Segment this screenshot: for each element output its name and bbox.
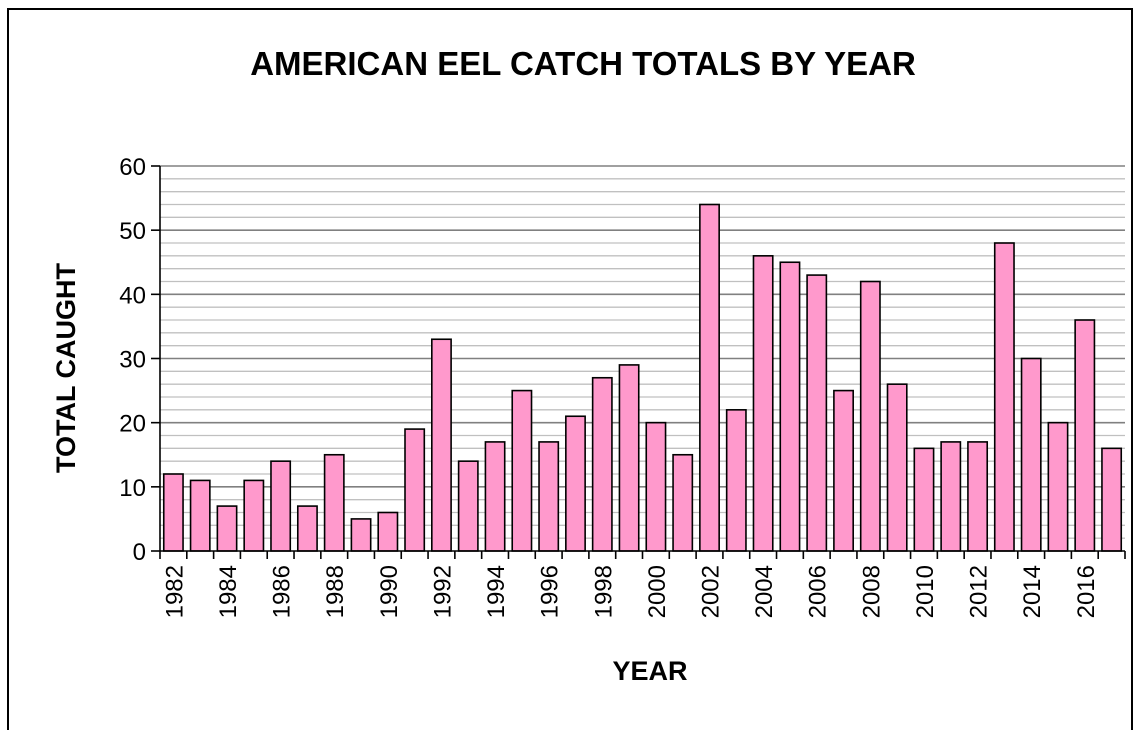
bar-2002 xyxy=(700,205,719,552)
x-tick-label: 1986 xyxy=(269,565,296,618)
bar-1991 xyxy=(405,429,424,551)
bar-1987 xyxy=(298,506,317,551)
bar-2017 xyxy=(1102,448,1121,551)
x-tick-label: 2004 xyxy=(751,565,778,618)
x-tick-label: 1982 xyxy=(161,565,188,618)
x-tick-label: 1998 xyxy=(590,565,617,618)
chart-title: AMERICAN EEL CATCH TOTALS BY YEAR xyxy=(250,45,916,82)
y-tick-label: 10 xyxy=(119,475,146,502)
x-axis-title: YEAR xyxy=(612,656,687,686)
bar-1999 xyxy=(619,365,638,551)
bar-2010 xyxy=(914,448,933,551)
bar-1993 xyxy=(459,461,478,551)
bar-2012 xyxy=(968,442,987,551)
bar-2013 xyxy=(995,243,1014,551)
bar-1982 xyxy=(164,474,183,551)
bar-1985 xyxy=(244,480,263,551)
y-tick-label: 50 xyxy=(119,218,146,245)
x-tick-label: 2014 xyxy=(1019,565,1046,618)
x-tick-label: 1996 xyxy=(537,565,564,618)
x-tick-label: 2012 xyxy=(966,565,993,618)
y-tick-label: 30 xyxy=(119,347,146,374)
bar-1984 xyxy=(217,506,236,551)
bar-1983 xyxy=(191,480,210,551)
bar-2003 xyxy=(727,410,746,551)
bar-1994 xyxy=(485,442,504,551)
y-tick-label: 60 xyxy=(119,154,146,181)
bar-1986 xyxy=(271,461,290,551)
x-tick-labels: 1982 1984 1986 1988 1990 1992 1994 1996 1998 2000… xyxy=(161,565,1099,618)
x-tick-label: 1992 xyxy=(429,565,456,618)
bar-1998 xyxy=(593,378,612,551)
y-tick-label: 0 xyxy=(133,539,146,566)
x-tick-label: 2008 xyxy=(858,565,885,618)
bar-2004 xyxy=(753,256,772,551)
x-tick-label: 2002 xyxy=(698,565,725,618)
bar-2007 xyxy=(834,391,853,551)
y-tick-label: 40 xyxy=(119,282,146,309)
bar-1989 xyxy=(351,519,370,551)
x-tick-label: 1990 xyxy=(376,565,403,618)
bar-2005 xyxy=(780,262,799,551)
bar-1997 xyxy=(566,416,585,551)
y-tick-labels: 0 10 20 30 40 50 60 xyxy=(119,154,146,566)
x-tick-label: 1984 xyxy=(215,565,242,618)
bar-2011 xyxy=(941,442,960,551)
bar-2014 xyxy=(1022,359,1041,552)
bar-1995 xyxy=(512,391,531,551)
bar-1996 xyxy=(539,442,558,551)
x-tick-label: 2006 xyxy=(805,565,832,618)
x-tick-label: 1994 xyxy=(483,565,510,618)
bar-2000 xyxy=(646,423,665,551)
x-tick-label: 2000 xyxy=(644,565,671,618)
x-tick-label: 2010 xyxy=(912,565,939,618)
bar-2015 xyxy=(1048,423,1067,551)
bar-1990 xyxy=(378,513,397,552)
bar-1992 xyxy=(432,339,451,551)
y-tick-label: 20 xyxy=(119,411,146,438)
bar-2001 xyxy=(673,455,692,551)
bar-2016 xyxy=(1075,320,1094,551)
bar-2006 xyxy=(807,275,826,551)
bar-2008 xyxy=(861,282,880,552)
x-tick-label: 2016 xyxy=(1073,565,1100,618)
bar-1988 xyxy=(325,455,344,551)
y-axis-title: TOTAL CAUGHT xyxy=(51,263,81,473)
bar-2009 xyxy=(888,384,907,551)
x-tick-label: 1988 xyxy=(322,565,349,618)
